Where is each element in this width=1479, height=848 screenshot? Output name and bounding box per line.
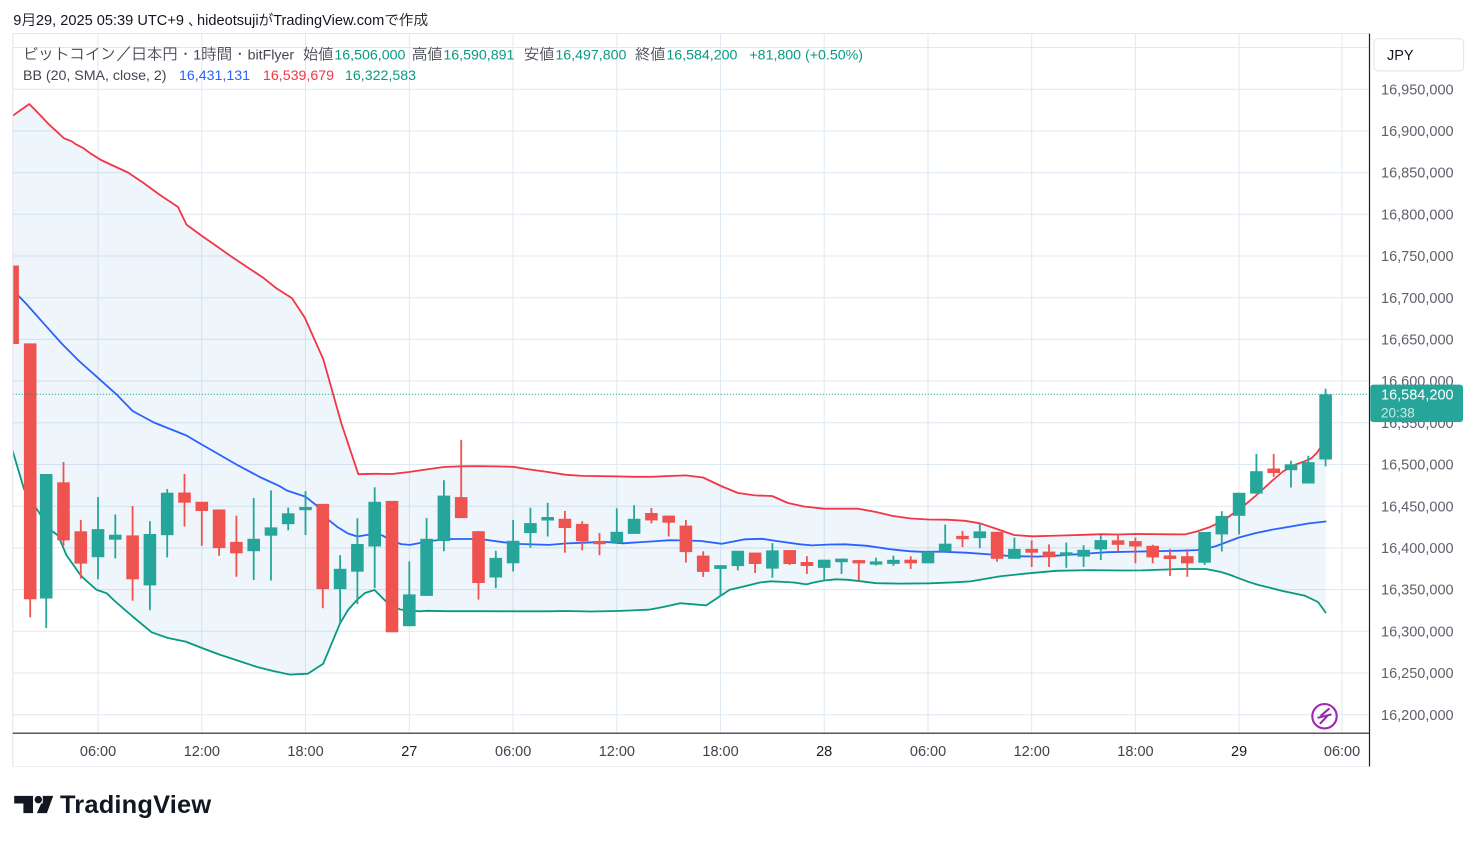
svg-text:12:00: 12:00 xyxy=(1014,744,1050,760)
svg-text:16,950,000: 16,950,000 xyxy=(1381,82,1454,98)
svg-text:16,584,200: 16,584,200 xyxy=(1381,387,1454,403)
svg-text:29, 2025 05:39 UTC+9: 29, 2025 05:39 UTC+9 xyxy=(36,13,184,29)
svg-text:18:00: 18:00 xyxy=(1117,744,1153,760)
svg-text:16,800,000: 16,800,000 xyxy=(1381,207,1454,223)
svg-text:16,300,000: 16,300,000 xyxy=(1381,624,1454,640)
svg-text:20:38: 20:38 xyxy=(1381,405,1415,420)
svg-text:16,650,000: 16,650,000 xyxy=(1381,333,1454,349)
svg-text:16,590,891: 16,590,891 xyxy=(443,48,514,64)
svg-text:TradingView.com: TradingView.com xyxy=(273,13,384,29)
svg-text:29: 29 xyxy=(1231,744,1247,760)
svg-text:1: 1 xyxy=(193,48,201,64)
svg-text:06:00: 06:00 xyxy=(80,744,116,760)
svg-text:16,350,000: 16,350,000 xyxy=(1381,583,1454,599)
svg-text:16,700,000: 16,700,000 xyxy=(1381,291,1454,307)
svg-text:TradingView: TradingView xyxy=(60,791,211,819)
svg-text:JPY: JPY xyxy=(1387,48,1414,64)
svg-text:16,431,131: 16,431,131 xyxy=(179,68,250,84)
svg-text:18:00: 18:00 xyxy=(702,744,738,760)
svg-text:9: 9 xyxy=(13,13,21,29)
svg-text:16,539,679: 16,539,679 xyxy=(263,68,334,84)
svg-text:16,200,000: 16,200,000 xyxy=(1381,708,1454,724)
svg-text:16,400,000: 16,400,000 xyxy=(1381,541,1454,557)
svg-text:06:00: 06:00 xyxy=(910,744,946,760)
svg-text:18:00: 18:00 xyxy=(287,744,323,760)
svg-text:16,497,800: 16,497,800 xyxy=(555,48,626,64)
svg-text:16,506,000: 16,506,000 xyxy=(334,48,405,64)
svg-text:12:00: 12:00 xyxy=(184,744,220,760)
svg-text:06:00: 06:00 xyxy=(1324,744,1360,760)
svg-text:12:00: 12:00 xyxy=(599,744,635,760)
svg-text:16,750,000: 16,750,000 xyxy=(1381,249,1454,265)
svg-text:16,322,583: 16,322,583 xyxy=(345,68,416,84)
svg-text:27: 27 xyxy=(401,744,417,760)
svg-text:16,500,000: 16,500,000 xyxy=(1381,458,1454,474)
svg-text:BB (20, SMA, close, 2): BB (20, SMA, close, 2) xyxy=(23,68,167,84)
svg-text:28: 28 xyxy=(816,744,832,760)
svg-text:16,900,000: 16,900,000 xyxy=(1381,124,1454,140)
svg-text:16,250,000: 16,250,000 xyxy=(1381,666,1454,682)
svg-text:16,850,000: 16,850,000 xyxy=(1381,166,1454,182)
svg-text:hideotsuji: hideotsuji xyxy=(197,13,259,29)
svg-text:16,450,000: 16,450,000 xyxy=(1381,499,1454,515)
svg-text:+81,800 (+0.50%): +81,800 (+0.50%) xyxy=(749,48,863,64)
svg-text:06:00: 06:00 xyxy=(495,744,531,760)
svg-text:16,584,200: 16,584,200 xyxy=(666,48,737,64)
svg-text:bitFlyer: bitFlyer xyxy=(248,48,295,64)
